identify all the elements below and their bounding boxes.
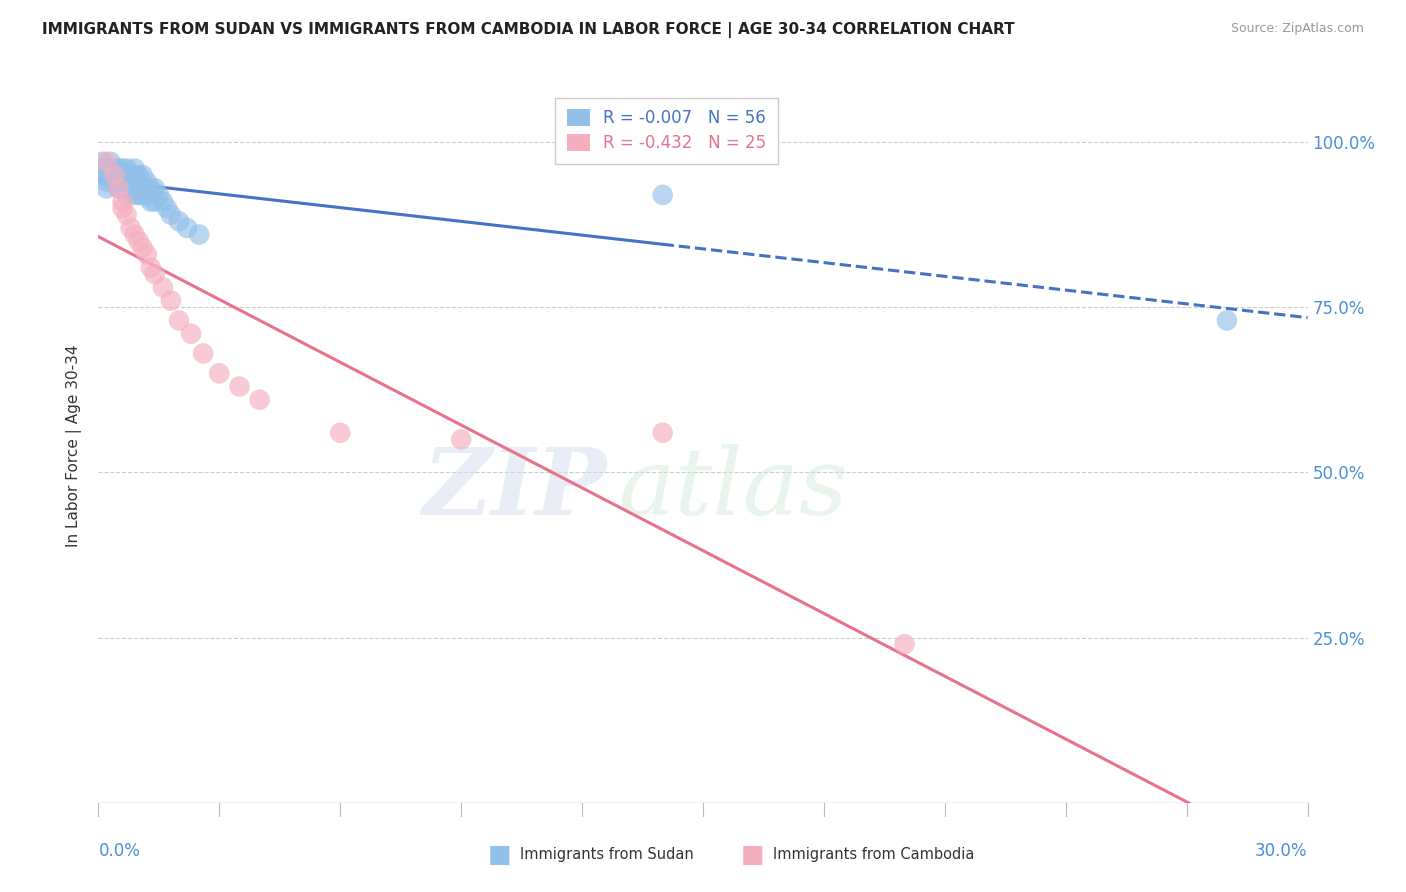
Point (193, 346, 215, 360)
Point (143, 181, 166, 195)
Point (128, 168, 150, 182)
Point (132, 241, 155, 255)
Text: 30.0%: 30.0% (1256, 842, 1308, 860)
Point (115, 188, 138, 202)
Point (120, 221, 142, 235)
Point (107, 161, 129, 176)
Point (96, 175, 118, 189)
Point (143, 194, 166, 209)
Point (91, 168, 114, 182)
Text: ■: ■ (488, 843, 510, 866)
Point (249, 392, 271, 407)
Point (107, 181, 129, 195)
Point (103, 168, 125, 182)
Point (103, 175, 125, 189)
Text: IMMIGRANTS FROM SUDAN VS IMMIGRANTS FROM CAMBODIA IN LABOR FORCE | AGE 30-34 COR: IMMIGRANTS FROM SUDAN VS IMMIGRANTS FROM… (42, 22, 1015, 38)
Point (103, 161, 125, 176)
Point (329, 425, 352, 440)
Point (120, 168, 142, 182)
Point (228, 379, 250, 393)
Point (96, 154, 118, 169)
Y-axis label: In Labor Force | Age 30-34: In Labor Force | Age 30-34 (66, 344, 83, 548)
Point (124, 175, 146, 189)
Text: atlas: atlas (619, 444, 848, 533)
Point (152, 194, 174, 209)
Point (96, 168, 118, 182)
Point (124, 227, 146, 242)
Point (111, 168, 134, 182)
Point (651, 425, 673, 440)
Point (160, 208, 183, 222)
Point (115, 161, 138, 176)
Point (167, 214, 190, 228)
Text: Immigrants from Sudan: Immigrants from Sudan (520, 847, 695, 862)
Point (160, 293, 183, 308)
Point (103, 168, 125, 182)
Point (893, 637, 915, 651)
Point (139, 194, 162, 209)
Point (111, 201, 134, 215)
Point (115, 181, 138, 195)
Point (139, 181, 162, 195)
Point (651, 188, 673, 202)
Point (100, 161, 122, 176)
Point (135, 175, 157, 189)
Point (124, 161, 146, 176)
Point (115, 208, 138, 222)
Point (135, 247, 157, 261)
Point (111, 161, 134, 176)
Point (111, 194, 134, 209)
Point (139, 260, 162, 275)
Text: Source: ZipAtlas.com: Source: ZipAtlas.com (1230, 22, 1364, 36)
Point (180, 326, 202, 341)
Point (167, 313, 190, 327)
Point (128, 234, 150, 248)
Point (120, 175, 142, 189)
Point (96, 161, 118, 176)
Point (107, 168, 129, 182)
Point (96, 181, 118, 195)
Point (450, 433, 472, 447)
Point (100, 168, 122, 182)
Point (124, 188, 146, 202)
Point (120, 181, 142, 195)
Point (91, 161, 114, 176)
Text: 0.0%: 0.0% (98, 842, 141, 860)
Point (132, 168, 155, 182)
Point (1216, 313, 1239, 327)
Point (107, 175, 129, 189)
Point (115, 168, 138, 182)
Point (152, 280, 174, 294)
Legend: R = -0.007   N = 56, R = -0.432   N = 25: R = -0.007 N = 56, R = -0.432 N = 25 (555, 97, 779, 164)
Text: ■: ■ (741, 843, 763, 866)
Point (208, 367, 231, 381)
Point (124, 168, 146, 182)
Point (128, 181, 150, 195)
Point (107, 181, 129, 195)
Point (115, 175, 138, 189)
Point (128, 188, 150, 202)
Point (132, 181, 155, 195)
Point (176, 221, 198, 235)
Point (135, 188, 157, 202)
Point (156, 201, 179, 215)
Point (188, 227, 211, 242)
Point (132, 188, 155, 202)
Point (103, 168, 125, 182)
Point (111, 175, 134, 189)
Text: ZIP: ZIP (422, 444, 606, 533)
Point (143, 267, 166, 281)
Text: Immigrants from Cambodia: Immigrants from Cambodia (773, 847, 974, 862)
Point (148, 188, 170, 202)
Point (111, 181, 134, 195)
Point (91, 154, 114, 169)
Point (100, 154, 122, 169)
Point (100, 161, 122, 176)
